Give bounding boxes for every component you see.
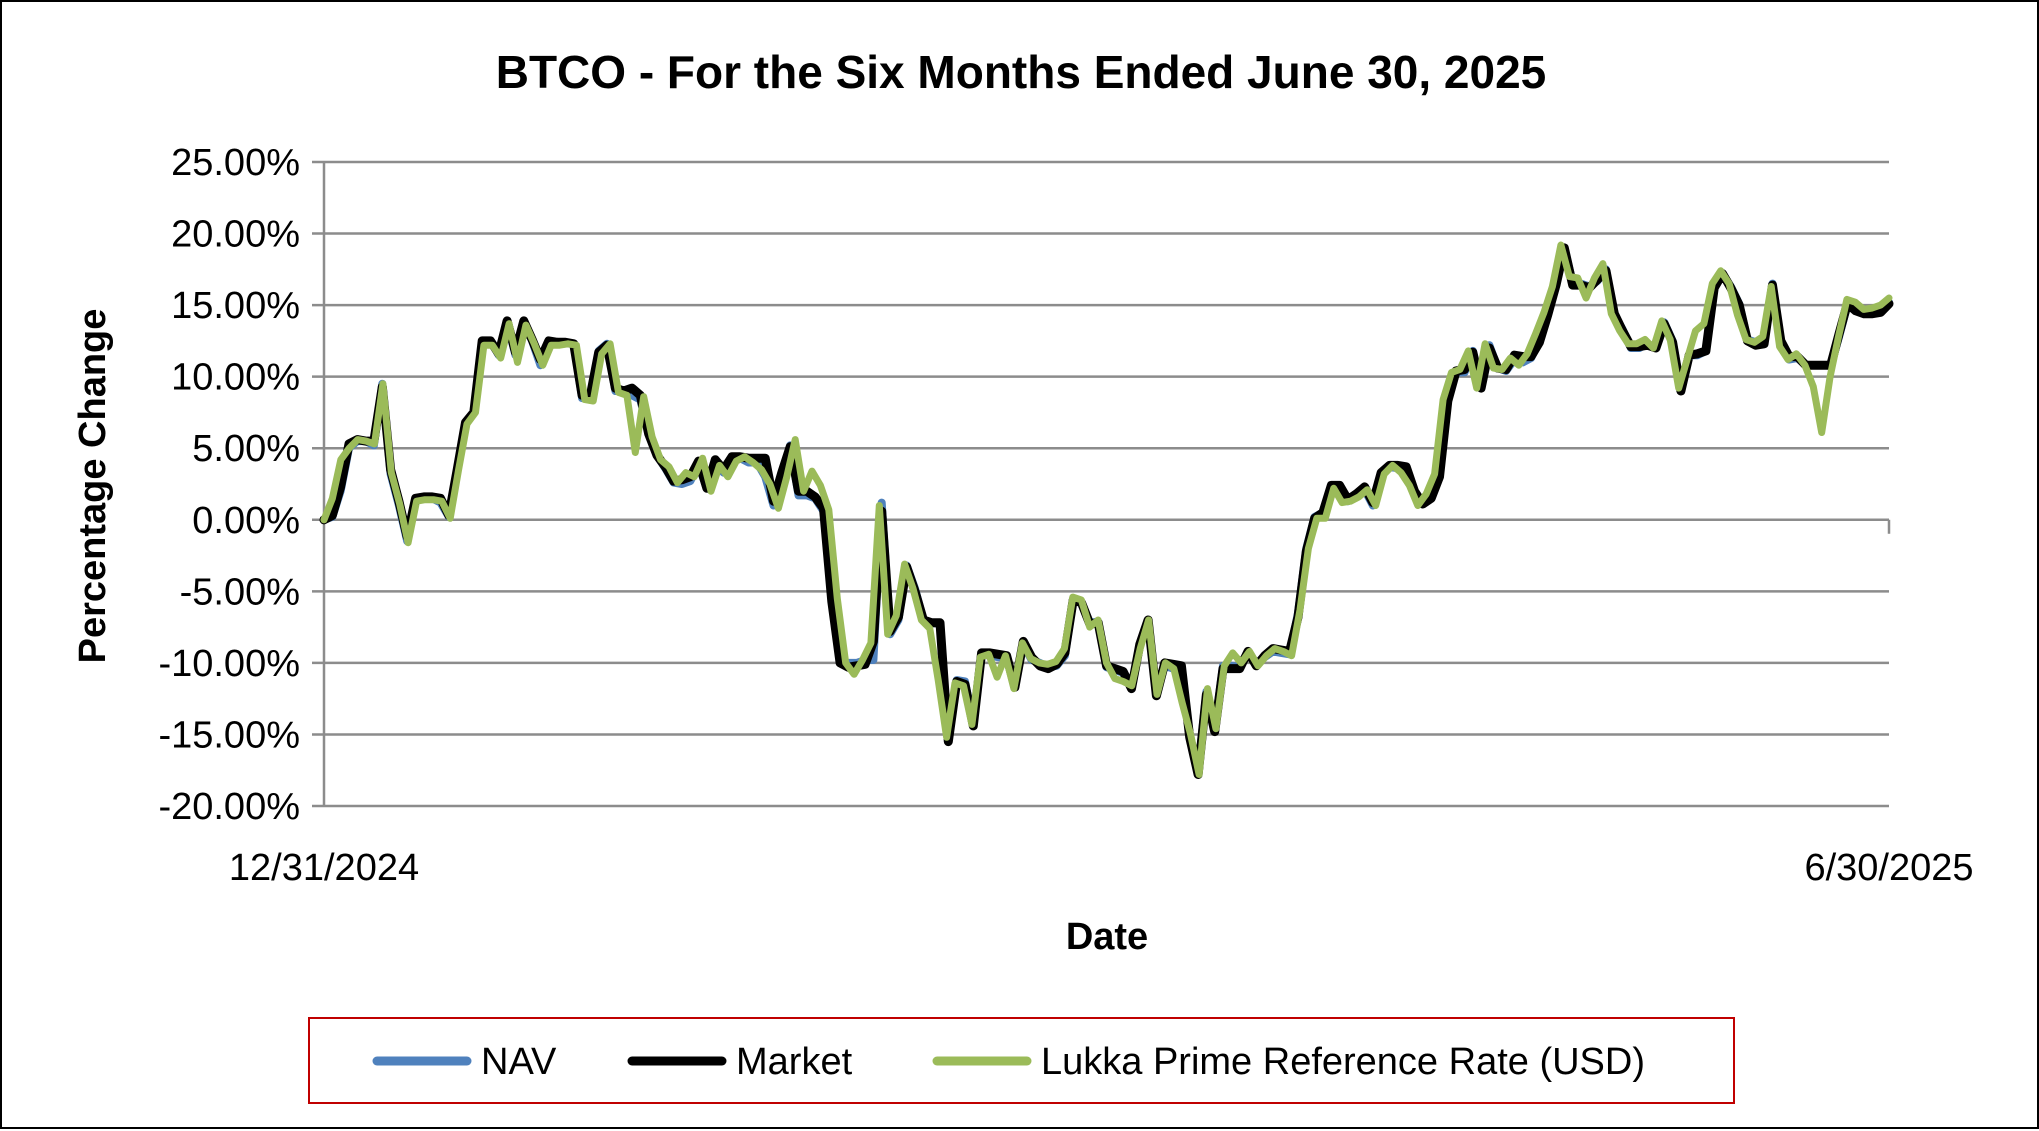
gridlines	[312, 160, 1889, 808]
x-axis-title: Date	[1066, 916, 1148, 958]
y-tick-label: 20.00%	[171, 214, 300, 256]
series-line-3	[320, 241, 1893, 778]
y-tick-label: -5.00%	[180, 571, 300, 613]
series-line-1	[320, 243, 1893, 775]
legend-label: Market	[736, 1041, 853, 1083]
y-tick-label: -10.00%	[158, 643, 300, 685]
legend-items: NAV Market Lukka Prime Reference Rate (USD…	[372, 1041, 1645, 1083]
legend-label: Lukka Prime Reference Rate (USD)	[1041, 1041, 1645, 1083]
y-tick-label: 15.00%	[171, 285, 300, 327]
y-tick-label: 0.00%	[192, 500, 300, 542]
y-tick-label: 10.00%	[171, 357, 300, 399]
y-tick-label: 25.00%	[171, 142, 300, 184]
series-line-2	[319, 243, 1894, 779]
y-tick-label: -15.00%	[158, 714, 300, 756]
legend-border	[308, 1017, 1735, 1104]
y-tick-label: 5.00%	[192, 428, 300, 470]
x-tick-label-end: 6/30/2025	[1804, 847, 1973, 889]
legend-label: NAV	[481, 1041, 557, 1083]
chart-title: BTCO - For the Six Months Ended June 30,…	[496, 46, 1547, 98]
legend: NAV Market Lukka Prime Reference Rate (USD…	[308, 1017, 1735, 1104]
series-lines	[319, 241, 1894, 779]
x-tick-labels: 12/31/2024 6/30/2025	[229, 847, 1974, 889]
axes	[322, 162, 1891, 806]
y-axis-title: Percentage Change	[72, 309, 114, 664]
y-tick-label: -20.00%	[158, 786, 300, 828]
y-tick-labels: 25.00% 20.00% 15.00% 10.00% 5.00% 0.00% -5.00%…	[158, 142, 300, 828]
x-tick-label-start: 12/31/2024	[229, 847, 419, 889]
